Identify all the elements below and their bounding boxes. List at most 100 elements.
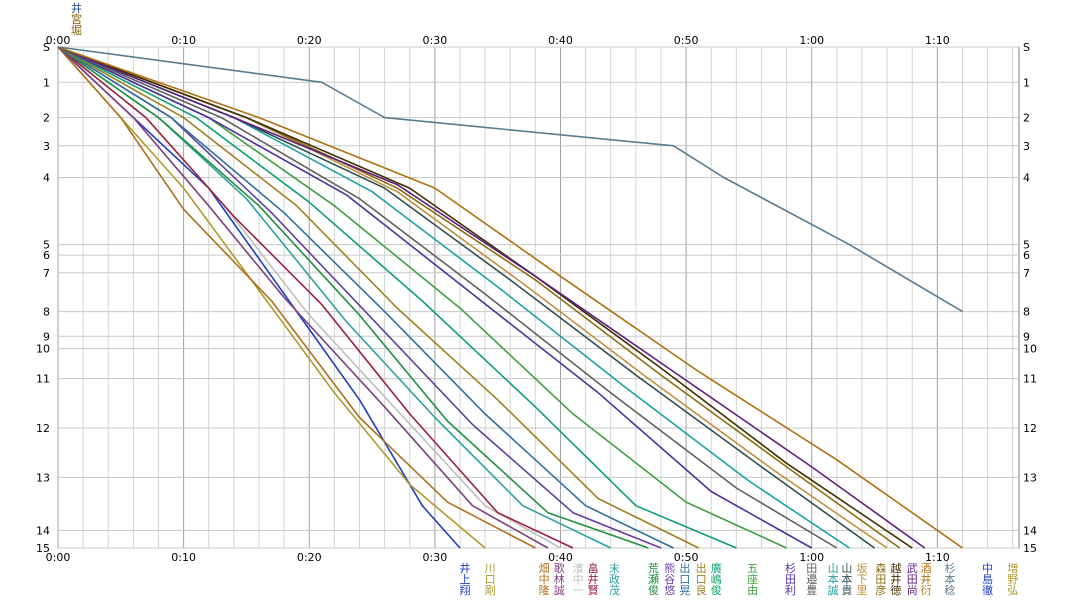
x-tick-label-bottom: 0:30: [423, 551, 448, 564]
bottom-label-char: 井: [890, 572, 901, 586]
station-label-right: 8: [1023, 306, 1030, 319]
bottom-label-char: 井: [460, 561, 471, 575]
station-label-left: 9: [43, 330, 50, 343]
station-label-right: 4: [1023, 172, 1030, 185]
bottom-label-char: 本: [944, 572, 955, 586]
x-tick-label-top: 1:00: [799, 34, 824, 47]
top-legend-glyph: 宮: [71, 12, 82, 26]
series-line: [57, 46, 838, 549]
station-label-left: 15: [36, 542, 50, 555]
bottom-label-char: 貴: [841, 583, 852, 597]
station-label-left: 10: [36, 343, 50, 356]
bottom-label-char: 座: [747, 572, 758, 586]
bottom-label-char: 中: [539, 573, 550, 586]
bottom-label-char: 尚: [907, 583, 918, 597]
station-label-left: 14: [36, 524, 50, 537]
bottom-label-char: 瀬: [648, 572, 659, 586]
bottom-label-char: 徳: [890, 584, 901, 597]
station-label-right: 6: [1023, 249, 1030, 262]
bottom-label-char: 彦: [875, 583, 886, 597]
station-label-right: 12: [1023, 422, 1037, 435]
station-label-left: 5: [43, 239, 50, 252]
bottom-label-char: 出: [679, 561, 690, 575]
series-line: [57, 46, 737, 549]
series-line: [57, 46, 926, 549]
station-label-left: 4: [43, 172, 50, 185]
bottom-label-char: 濱: [573, 561, 584, 575]
station-label-left: 8: [43, 306, 50, 319]
x-tick-label-top: 0:10: [171, 34, 196, 47]
bottom-label-char: 隆: [539, 583, 550, 597]
bottom-label-char: 谷: [664, 573, 675, 586]
x-tick-label-bottom: 1:10: [925, 551, 950, 564]
x-tick-label-bottom: 0:40: [548, 551, 573, 564]
bottom-label-char: 増: [1007, 562, 1018, 575]
station-label-left: 3: [43, 140, 50, 153]
bottom-label-char: 下: [856, 573, 867, 586]
bottom-label-char: 嶋: [711, 572, 722, 586]
bottom-label-char: 田: [806, 562, 817, 575]
station-label-right: 11: [1023, 373, 1037, 386]
plot-frame: [57, 46, 1020, 549]
bottom-label-char: 豊: [806, 584, 817, 597]
bottom-label-char: 田: [907, 573, 918, 586]
series-line: [57, 46, 574, 549]
station-label-right: S: [1023, 41, 1030, 54]
bottom-label-char: 畑: [539, 562, 550, 575]
bottom-label-char: 廣: [711, 561, 722, 575]
bottom-label-char: 末: [609, 561, 620, 575]
station-label-right: 9: [1023, 330, 1030, 343]
bottom-label-char: 俊: [711, 583, 722, 597]
series-line: [57, 46, 549, 549]
top-legend-glyph: 堀: [71, 24, 82, 37]
x-tick-label-top: 0:30: [423, 34, 448, 47]
series-line: [57, 46, 674, 549]
station-label-left: S: [43, 41, 50, 54]
series-line: [57, 46, 536, 549]
bottom-label-char: 賢: [588, 584, 599, 597]
station-label-right: 10: [1023, 343, 1037, 356]
bottom-label-char: 上: [460, 573, 471, 586]
bottom-label-char: 口: [485, 573, 496, 586]
bottom-label-char: 晃: [679, 584, 690, 597]
bottom-label-char: 悠: [664, 583, 675, 597]
bottom-label-char: 井: [588, 572, 599, 586]
bottom-label-char: 稔: [944, 583, 955, 597]
station-label-left: 7: [43, 267, 50, 280]
bottom-label-char: 弘: [1007, 584, 1018, 597]
bottom-label-char: 杉: [944, 561, 955, 575]
top-legend-glyph: 井: [71, 1, 82, 15]
station-label-left: 6: [43, 249, 50, 262]
bottom-label-char: 翔: [460, 583, 471, 597]
x-tick-label-top: 0:20: [297, 34, 322, 47]
x-tick-label-top: 1:10: [925, 34, 950, 47]
bottom-label-char: 一: [573, 584, 584, 597]
x-tick-label-bottom: 0:00: [46, 551, 71, 564]
bottom-label-char: 利: [785, 584, 796, 597]
bottom-label-char: 山: [828, 562, 839, 575]
bottom-label-char: 越: [890, 561, 901, 575]
series-line: [57, 46, 700, 549]
station-label-left: 2: [43, 112, 50, 125]
series-line: [57, 46, 649, 549]
series-line: [57, 46, 813, 549]
station-label-right: 14: [1023, 524, 1037, 537]
station-label-right: 7: [1023, 267, 1030, 280]
x-tick-label-bottom: 1:00: [799, 551, 824, 564]
bottom-label-char: 由: [747, 583, 758, 597]
bottom-label-char: 出: [696, 561, 707, 575]
bottom-label-char: 川: [485, 562, 496, 575]
bottom-label-char: 中: [982, 562, 993, 575]
bottom-label-char: 歌: [554, 561, 565, 575]
bottom-label-char: 五: [747, 562, 758, 575]
bottom-label-char: 森: [875, 561, 886, 575]
station-label-right: 5: [1023, 239, 1030, 252]
bottom-label-char: 里: [856, 584, 867, 597]
x-tick-label-top: 0:00: [46, 34, 71, 47]
bottom-label-char: 良: [696, 583, 707, 597]
bottom-label-char: 口: [679, 573, 690, 586]
bottom-label-char: 酒: [921, 562, 932, 575]
bottom-label-char: 俊: [648, 583, 659, 597]
bottom-label-char: 野: [1007, 573, 1018, 586]
bottom-label-char: 茂: [609, 583, 620, 597]
